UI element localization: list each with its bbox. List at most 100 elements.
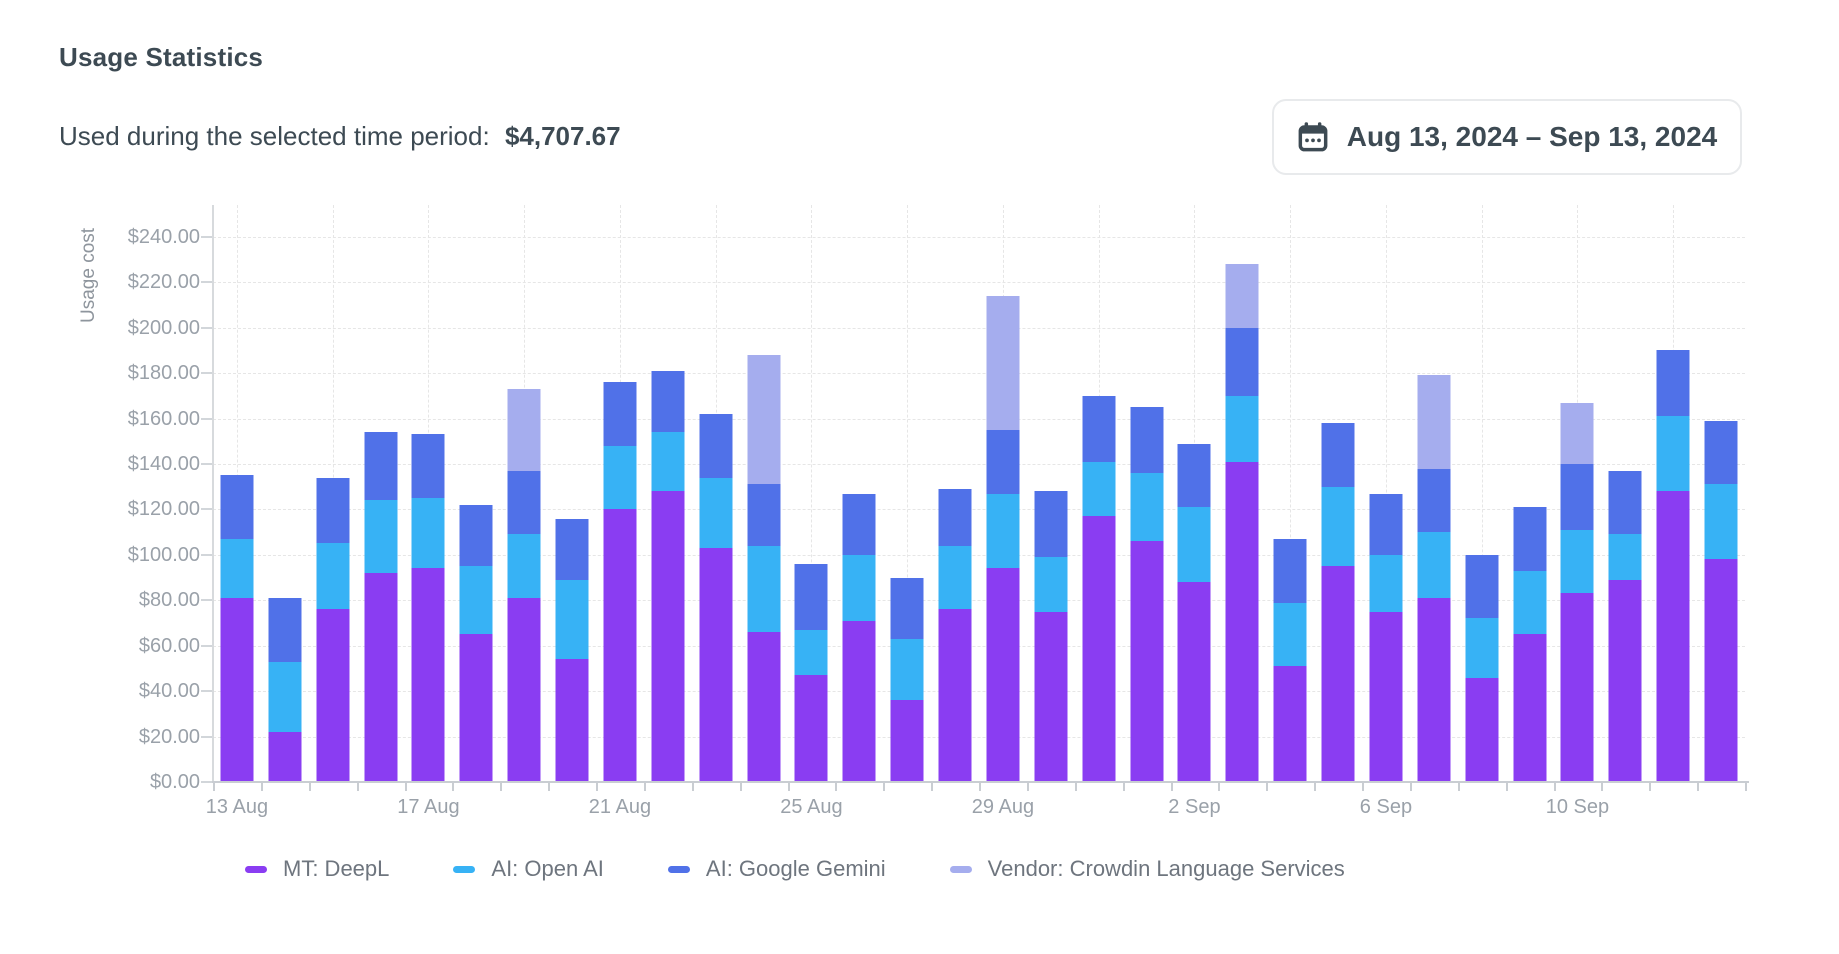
bar-segment-mt-deepl[interactable] <box>747 632 781 782</box>
stacked-bar-3-sep[interactable] <box>1225 264 1259 782</box>
stacked-bar-27-aug[interactable] <box>890 577 924 782</box>
bar-segment-ai-google-gemini[interactable] <box>890 577 924 639</box>
bar-segment-mt-deepl[interactable] <box>1704 559 1738 782</box>
bar-segment-ai-google-gemini[interactable] <box>316 477 350 544</box>
bar-segment-mt-deepl[interactable] <box>220 598 254 782</box>
bar-segment-ai-google-gemini[interactable] <box>364 432 398 501</box>
stacked-bar-7-sep[interactable] <box>1417 375 1451 782</box>
bar-segment-ai-google-gemini[interactable] <box>1513 507 1547 571</box>
bar-segment-ai-open-ai[interactable] <box>1513 570 1547 635</box>
bar-segment-ai-open-ai[interactable] <box>555 579 589 660</box>
stacked-bar-9-sep[interactable] <box>1513 507 1547 782</box>
bar-segment-ai-open-ai[interactable] <box>1321 486 1355 567</box>
legend-item-ai-google-gemini[interactable]: AI: Google Gemini <box>667 856 886 882</box>
bar-segment-mt-deepl[interactable] <box>890 700 924 782</box>
stacked-bar-24-aug[interactable] <box>747 354 781 782</box>
bar-segment-vendor-crowdin-language-services[interactable] <box>986 295 1020 430</box>
bar-segment-mt-deepl[interactable] <box>411 568 445 782</box>
bar-segment-ai-google-gemini[interactable] <box>1273 538 1307 603</box>
bar-segment-mt-deepl[interactable] <box>364 573 398 782</box>
bar-segment-ai-open-ai[interactable] <box>268 661 302 733</box>
bar-segment-ai-open-ai[interactable] <box>938 545 972 610</box>
bar-segment-ai-open-ai[interactable] <box>1417 532 1451 598</box>
bar-segment-ai-open-ai[interactable] <box>459 566 493 635</box>
stacked-bar-14-aug[interactable] <box>268 598 302 782</box>
bar-segment-mt-deepl[interactable] <box>1177 582 1211 782</box>
stacked-bar-2-sep[interactable] <box>1177 443 1211 782</box>
bar-segment-ai-google-gemini[interactable] <box>1608 470 1642 535</box>
stacked-bar-18-aug[interactable] <box>459 504 493 782</box>
bar-segment-mt-deepl[interactable] <box>842 620 876 782</box>
bar-segment-ai-google-gemini[interactable] <box>1034 491 1068 558</box>
bar-segment-ai-google-gemini[interactable] <box>411 434 445 499</box>
stacked-bar-23-aug[interactable] <box>699 414 733 782</box>
bar-segment-mt-deepl[interactable] <box>651 491 685 782</box>
bar-segment-ai-google-gemini[interactable] <box>651 370 685 433</box>
bar-segment-vendor-crowdin-language-services[interactable] <box>1225 264 1259 328</box>
bar-segment-mt-deepl[interactable] <box>555 659 589 782</box>
bar-segment-ai-open-ai[interactable] <box>1465 618 1499 678</box>
bar-segment-ai-google-gemini[interactable] <box>555 518 589 580</box>
bar-segment-mt-deepl[interactable] <box>986 568 1020 782</box>
bar-segment-ai-open-ai[interactable] <box>1704 484 1738 560</box>
bar-segment-ai-open-ai[interactable] <box>1225 395 1259 462</box>
stacked-bar-5-sep[interactable] <box>1321 423 1355 782</box>
bar-segment-ai-open-ai[interactable] <box>1560 529 1594 594</box>
stacked-bar-6-sep[interactable] <box>1369 493 1403 782</box>
bar-segment-ai-open-ai[interactable] <box>699 477 733 549</box>
bar-segment-ai-open-ai[interactable] <box>1034 557 1068 612</box>
legend-item-ai-open-ai[interactable]: AI: Open AI <box>453 856 604 882</box>
bar-segment-ai-google-gemini[interactable] <box>1130 407 1164 474</box>
bar-segment-mt-deepl[interactable] <box>1130 541 1164 782</box>
stacked-bar-19-aug[interactable] <box>507 389 541 782</box>
bar-segment-ai-google-gemini[interactable] <box>1656 350 1690 417</box>
bar-segment-ai-google-gemini[interactable] <box>459 504 493 567</box>
bar-segment-ai-open-ai[interactable] <box>794 629 828 676</box>
bar-segment-ai-open-ai[interactable] <box>1608 534 1642 580</box>
bar-segment-vendor-crowdin-language-services[interactable] <box>747 354 781 485</box>
stacked-bar-11-sep[interactable] <box>1608 470 1642 782</box>
bar-segment-ai-open-ai[interactable] <box>1177 507 1211 583</box>
bar-segment-ai-open-ai[interactable] <box>1130 473 1164 542</box>
bar-segment-ai-open-ai[interactable] <box>747 545 781 633</box>
bar-segment-mt-deepl[interactable] <box>1369 611 1403 782</box>
bar-segment-ai-google-gemini[interactable] <box>1369 493 1403 555</box>
bar-segment-ai-open-ai[interactable] <box>651 432 685 492</box>
bar-segment-mt-deepl[interactable] <box>1656 491 1690 782</box>
stacked-bar-28-aug[interactable] <box>938 488 972 782</box>
bar-segment-ai-google-gemini[interactable] <box>1225 327 1259 396</box>
bar-segment-ai-open-ai[interactable] <box>316 543 350 610</box>
bar-segment-mt-deepl[interactable] <box>507 598 541 782</box>
bar-segment-ai-open-ai[interactable] <box>1656 416 1690 492</box>
bar-segment-ai-open-ai[interactable] <box>220 538 254 598</box>
bar-segment-ai-google-gemini[interactable] <box>507 470 541 535</box>
stacked-bar-31-aug[interactable] <box>1082 395 1116 782</box>
bar-segment-ai-google-gemini[interactable] <box>986 429 1020 494</box>
bar-segment-ai-open-ai[interactable] <box>364 500 398 574</box>
bar-segment-vendor-crowdin-language-services[interactable] <box>507 389 541 471</box>
bar-segment-ai-open-ai[interactable] <box>1369 554 1403 612</box>
legend-item-vendor-crowdin-language-services[interactable]: Vendor: Crowdin Language Services <box>949 856 1345 882</box>
bar-segment-ai-google-gemini[interactable] <box>1321 423 1355 487</box>
bar-segment-mt-deepl[interactable] <box>603 509 637 782</box>
bar-segment-ai-google-gemini[interactable] <box>938 488 972 546</box>
bar-segment-mt-deepl[interactable] <box>316 609 350 782</box>
bar-segment-ai-google-gemini[interactable] <box>1704 420 1738 485</box>
stacked-bar-26-aug[interactable] <box>842 493 876 782</box>
bar-segment-ai-open-ai[interactable] <box>1273 602 1307 667</box>
stacked-bar-13-sep[interactable] <box>1704 420 1738 782</box>
bar-segment-mt-deepl[interactable] <box>1417 598 1451 782</box>
bar-segment-ai-google-gemini[interactable] <box>699 414 733 478</box>
bar-segment-ai-open-ai[interactable] <box>890 638 924 701</box>
bar-segment-mt-deepl[interactable] <box>1082 516 1116 782</box>
stacked-bar-21-aug[interactable] <box>603 382 637 782</box>
bar-segment-ai-google-gemini[interactable] <box>268 598 302 662</box>
stacked-bar-17-aug[interactable] <box>411 434 445 782</box>
bar-segment-ai-google-gemini[interactable] <box>1082 395 1116 462</box>
bar-segment-mt-deepl[interactable] <box>1513 634 1547 782</box>
legend-item-mt-deepl[interactable]: MT: DeepL <box>245 856 389 882</box>
bar-segment-mt-deepl[interactable] <box>1465 677 1499 782</box>
bar-segment-mt-deepl[interactable] <box>1560 593 1594 782</box>
bar-segment-mt-deepl[interactable] <box>268 732 302 782</box>
bar-segment-ai-google-gemini[interactable] <box>1417 468 1451 533</box>
